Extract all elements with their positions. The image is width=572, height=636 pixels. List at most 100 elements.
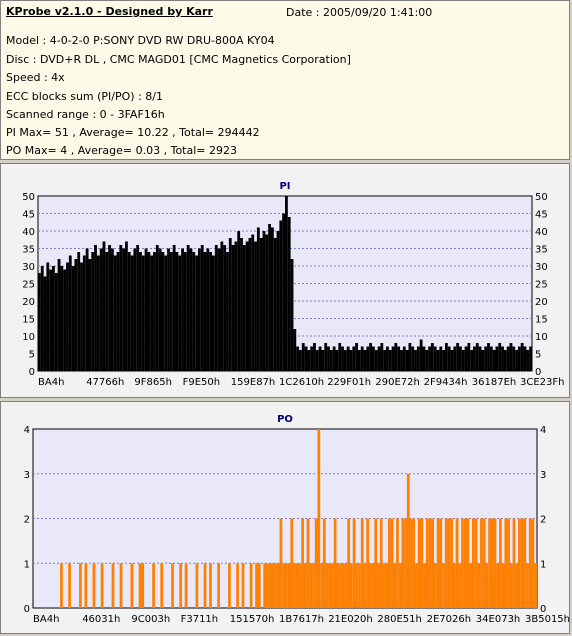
bar <box>341 346 344 371</box>
bar <box>282 563 285 608</box>
bar <box>312 563 315 608</box>
x-tick-label: 9C003h <box>131 614 170 625</box>
y-tick-label-left: 10 <box>22 332 35 343</box>
bar <box>279 220 283 371</box>
bar <box>471 518 475 608</box>
bar <box>409 518 413 608</box>
bar <box>499 518 502 608</box>
bar <box>285 563 288 608</box>
bar <box>366 518 369 608</box>
bar <box>386 346 389 371</box>
bar <box>434 563 437 608</box>
bar <box>96 255 100 371</box>
bar <box>113 255 117 371</box>
y-tick-label-left: 35 <box>22 245 35 256</box>
bar <box>358 563 361 608</box>
bar <box>71 266 75 371</box>
bar <box>447 346 451 371</box>
y-tick-label-right: 10 <box>535 332 548 343</box>
bar <box>461 350 465 371</box>
bar <box>138 563 142 608</box>
bar <box>68 255 72 371</box>
bar <box>425 518 429 608</box>
y-tick-label-left: 25 <box>22 280 35 291</box>
bar <box>512 346 516 371</box>
bar <box>236 563 239 608</box>
bar <box>393 563 397 608</box>
bar <box>52 266 55 371</box>
bar <box>266 563 269 608</box>
bar <box>509 343 513 371</box>
y-tick-label-right: 25 <box>535 280 548 291</box>
info-speed: Speed : 4x <box>6 71 65 84</box>
bar <box>68 563 71 608</box>
bar <box>520 343 524 371</box>
bar <box>293 563 296 608</box>
bar <box>523 346 527 371</box>
bar <box>179 563 183 608</box>
bar <box>402 346 406 371</box>
bar <box>130 563 134 608</box>
bar <box>306 518 310 608</box>
bar <box>534 563 537 608</box>
bar <box>423 563 426 608</box>
bar <box>453 563 456 608</box>
bar <box>256 227 260 371</box>
bar <box>360 518 364 608</box>
bar <box>504 518 508 608</box>
bar <box>488 518 491 608</box>
y-tick-label-left: 0 <box>29 367 35 378</box>
bar <box>167 248 170 371</box>
bar <box>310 346 314 371</box>
bar <box>339 563 342 608</box>
bar <box>444 518 448 608</box>
bar <box>487 343 490 371</box>
y-tick-label-left: 0 <box>24 604 30 615</box>
bar <box>290 259 294 371</box>
bar <box>414 350 417 371</box>
x-tick-label: 280E51h <box>377 614 421 625</box>
bar <box>110 248 114 371</box>
bar <box>363 350 367 371</box>
bar <box>478 346 482 371</box>
po-chart: PO 0 0 1 1 2 2 3 3 4 4 BA4h 46031h 9C003h F3711h 151570… <box>24 414 570 625</box>
bar <box>301 518 304 608</box>
bar <box>105 252 109 371</box>
bar <box>352 518 356 608</box>
bar <box>248 238 252 371</box>
y-tick-label-left: 45 <box>22 210 35 221</box>
bar <box>54 273 58 371</box>
bar <box>331 563 334 608</box>
bar <box>136 245 140 371</box>
bar <box>203 563 207 608</box>
bar <box>520 518 524 608</box>
bar <box>515 563 519 608</box>
bar <box>489 346 493 371</box>
bar <box>531 518 535 608</box>
x-tick-label: 2E7026h <box>427 614 471 625</box>
bar <box>485 563 489 608</box>
bar <box>63 269 67 371</box>
bar <box>322 518 326 608</box>
bar <box>287 217 291 371</box>
bar <box>299 350 302 371</box>
pi-chart: PI 0 0 5 5 10 10 15 15 20 20 25 25 30 30 35 35 40 40 45 45 50… <box>22 181 564 388</box>
bar <box>147 252 151 371</box>
bar <box>301 343 305 371</box>
bar <box>276 563 280 608</box>
y-tick-label-right: 35 <box>535 245 548 256</box>
bar <box>57 259 61 371</box>
bar <box>398 563 402 608</box>
bar <box>220 241 224 371</box>
bar <box>420 518 424 608</box>
bar <box>394 343 398 371</box>
bar <box>228 563 231 608</box>
bar <box>355 343 358 371</box>
bar <box>431 518 435 608</box>
bar <box>328 563 332 608</box>
x-tick-label: 229F01h <box>327 377 371 388</box>
bar <box>274 563 277 608</box>
bar <box>251 234 255 371</box>
bar <box>141 255 145 371</box>
bar <box>428 346 431 371</box>
